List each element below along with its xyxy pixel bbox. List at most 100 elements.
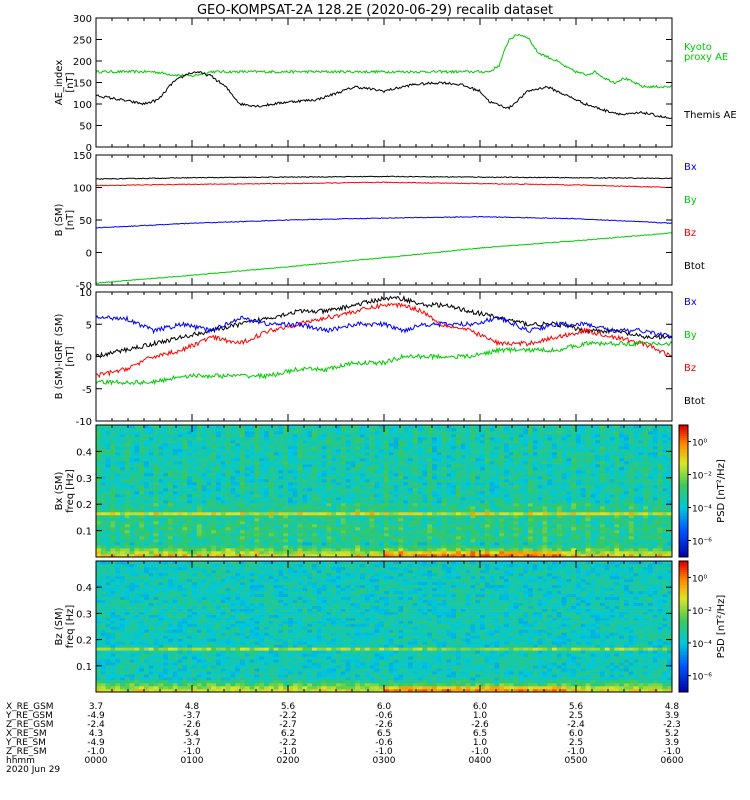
spectrogram-cell [600,467,606,471]
spectrogram-cell [518,536,524,540]
spectrogram-cell [235,452,241,456]
spectrogram-cell [417,539,423,543]
spectrogram-cell [388,485,394,489]
spectrogram-cell [556,473,562,477]
spectrogram-cell [571,485,577,489]
spectrogram-cell [100,533,106,537]
spectrogram-cell [408,431,414,435]
spectrogram-cell [580,491,586,495]
spectrogram-cell [120,503,126,507]
spectrogram-cell [388,530,394,534]
spectrogram-cell [590,515,596,519]
spectrogram-cell [369,497,375,501]
spectrogram-cell [384,488,390,492]
spectrogram-cell [187,446,193,450]
spectrogram-cell [321,524,327,528]
spectrogram-cell [489,470,495,474]
spectrogram-cell [110,485,116,489]
spectrogram-cell [196,503,202,507]
spectrogram-cell [398,551,404,555]
spectrogram-cell [235,449,241,453]
spectrogram-cell [451,485,457,489]
spectrogram-cell [168,479,174,483]
spectrogram-cell [513,467,519,471]
spectrogram-cell [105,482,111,486]
spectrogram-cell [350,464,356,468]
spectrogram-cell [374,503,380,507]
spectrogram-cell [470,509,476,513]
spectrogram-cell [331,479,337,483]
spectrogram-cell [230,518,236,522]
spectrogram-cell [432,425,438,429]
spectrogram-cell [240,500,246,504]
spectrogram-cell [321,512,327,516]
spectrogram-cell [302,440,308,444]
spectrogram-cell [124,497,130,501]
spectrogram-cell [374,515,380,519]
spectrogram-cell [355,533,361,537]
spectrogram-cell [148,512,154,516]
spectrogram-cell [115,425,121,429]
spectrogram-cell [139,425,145,429]
spectrogram-cell [590,494,596,498]
spectrogram-cell [561,443,567,447]
spectrogram-cell [225,488,231,492]
spectrogram-cell [331,515,337,519]
spectrogram-cell [552,530,558,534]
spectrogram-cell [484,440,490,444]
spectrogram-cell [441,503,447,507]
spectrogram-cell [422,476,428,480]
spectrogram-cell [297,464,303,468]
spectrogram-cell [595,551,601,555]
spectrogram-cell [105,554,111,558]
spectrogram-cell [206,530,212,534]
spectrogram-cell [355,530,361,534]
spectrogram-cell [273,551,279,555]
spectrogram-cell [177,437,183,441]
spectrogram-cell [393,440,399,444]
spectrogram-cell [374,539,380,543]
spectrogram-cell [187,452,193,456]
spectrogram-cell [580,440,586,444]
spectrogram-cell [552,431,558,435]
spectrogram-cell [254,503,260,507]
spectrogram-cell [489,464,495,468]
spectrogram-cell [494,449,500,453]
spectrogram-cell [388,554,394,558]
spectrogram-cell [235,542,241,546]
spectrogram-cell [264,488,270,492]
spectrogram-cell [177,428,183,432]
spectrogram-cell [470,479,476,483]
spectrogram-cell [528,449,534,453]
spectrogram-cell [537,452,543,456]
spectrogram-cell [499,509,505,513]
spectrogram-cell [177,485,183,489]
spectrogram-cell [153,440,159,444]
spectrogram-cell [249,443,255,447]
spectrogram-cell [326,425,332,429]
spectrogram-cell [345,503,351,507]
spectrogram-cell [216,476,222,480]
spectrogram-cell [336,434,342,438]
spectrogram-cell [393,521,399,525]
spectrogram-cell [139,506,145,510]
spectrogram-cell [590,446,596,450]
spectrogram-cell [302,434,308,438]
spectrogram-cell [201,542,207,546]
legend-label: proxy AE [684,52,728,63]
spectrogram-cell [100,431,106,435]
spectrogram-cell [398,461,404,465]
spectrogram-cell [216,530,222,534]
spectrogram-cell [259,455,265,459]
spectrogram-cell [460,542,466,546]
spectrogram-cell [129,539,135,543]
spectrogram-cell [307,428,313,432]
spectrogram-cell [441,479,447,483]
spectrogram-cell [523,470,529,474]
spectrogram-cell [360,512,366,516]
spectrogram-cell [441,446,447,450]
spectrogram-cell [96,542,102,546]
spectrogram-cell [436,428,442,432]
spectrogram-cell [225,458,231,462]
spectrogram-cell [144,425,150,429]
